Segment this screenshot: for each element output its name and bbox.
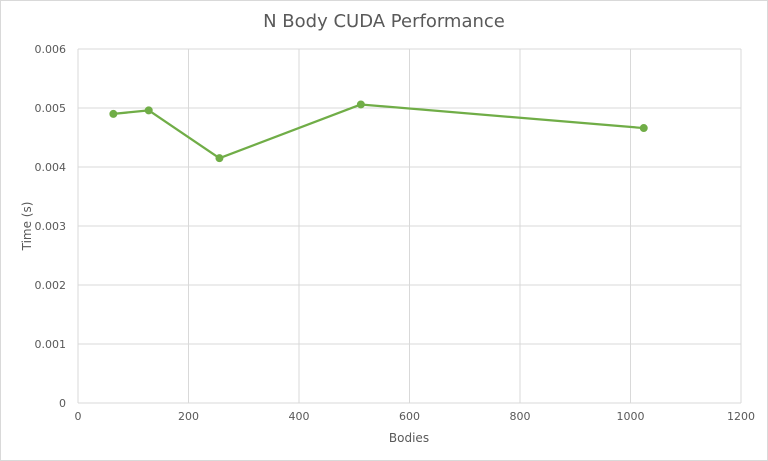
series-layer: [109, 100, 648, 163]
x-tick-label: 600: [399, 410, 420, 423]
data-point: [144, 106, 153, 115]
x-tick-label: 200: [178, 410, 199, 423]
y-tick-label: 0.004: [35, 161, 67, 174]
x-tick-label: 400: [289, 410, 310, 423]
chart-title: N Body CUDA Performance: [263, 11, 505, 32]
x-tick-label: 1200: [727, 410, 755, 423]
y-tick-label: 0.006: [35, 43, 67, 56]
y-tick-label: 0.005: [35, 102, 67, 115]
y-tick-label: 0: [59, 397, 66, 410]
x-tick-label: 800: [510, 410, 531, 423]
x-axis-title: Bodies: [389, 431, 429, 445]
data-point: [639, 124, 648, 133]
y-tick-label: 0.002: [35, 279, 67, 292]
x-tick-label: 1000: [617, 410, 645, 423]
data-point: [356, 100, 365, 109]
x-tick-label: 0: [75, 410, 82, 423]
data-point: [109, 109, 118, 118]
data-point: [215, 154, 224, 163]
y-tick-label: 0.003: [35, 220, 67, 233]
y-tick-label: 0.001: [35, 338, 67, 351]
y-axis-title: Time (s): [20, 202, 34, 252]
grid-lines: [77, 48, 742, 404]
tick-labels: 0 200 400 600 800 1000 1200 0 0.001 0.002 0.003 0.0…: [35, 43, 756, 423]
series-line: [112, 103, 645, 160]
